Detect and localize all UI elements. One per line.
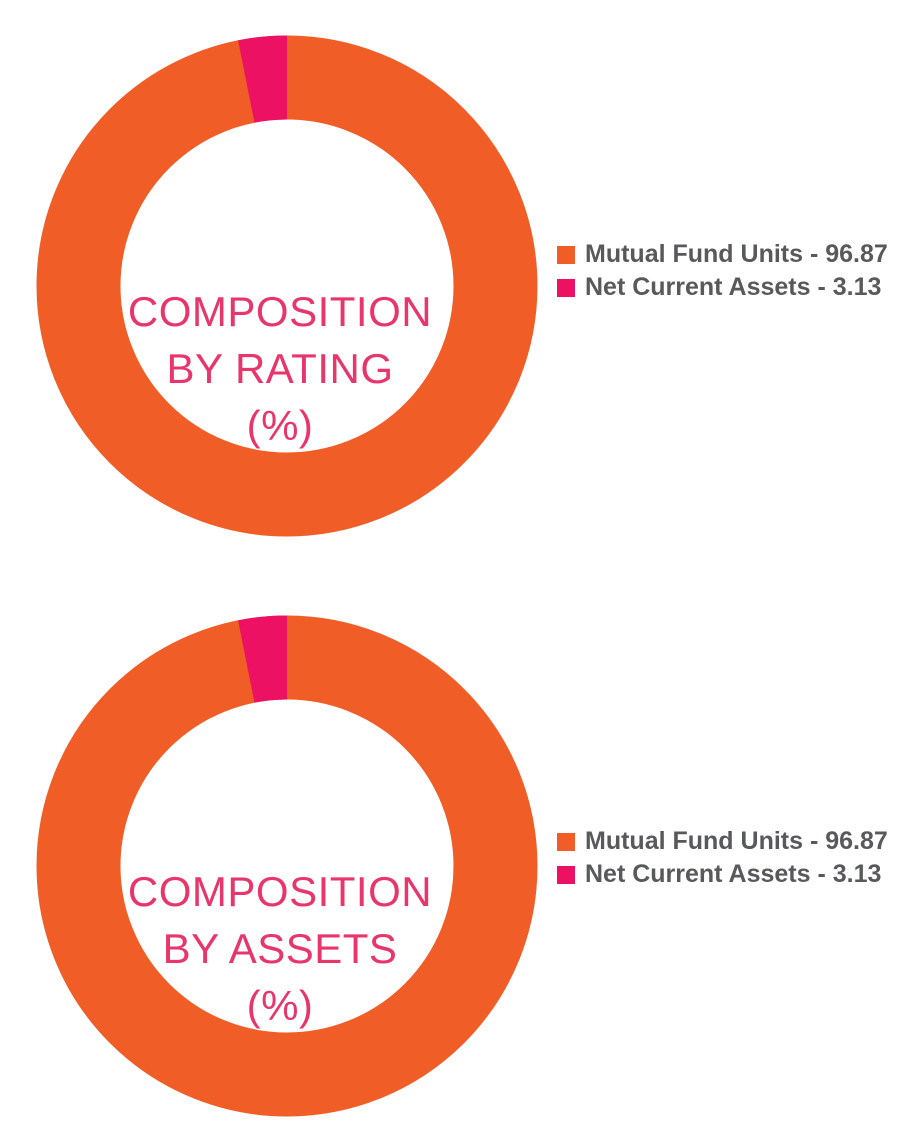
legend-swatch-pink-icon xyxy=(557,865,575,884)
donut-center-title-line3: (%) xyxy=(246,982,314,1029)
legend-item-net-current-assets: Net Current Assets - 3.13 xyxy=(557,858,888,891)
donut-composition-by-assets xyxy=(36,615,538,1117)
donut-center-title: COMPOSITION BY RATING (%) xyxy=(29,283,531,454)
donut-chart-composition-by-rating: COMPOSITION BY RATING (%) Mutual Fund Un… xyxy=(0,35,922,537)
legend-item-mutual-fund-units: Mutual Fund Units - 96.87 xyxy=(557,825,888,858)
legend-label: Mutual Fund Units - 96.87 xyxy=(585,240,888,268)
donut-center-title-line2: BY ASSETS xyxy=(162,925,398,972)
donut-main-arc xyxy=(36,35,538,537)
legend-swatch-orange-icon xyxy=(557,245,575,264)
donut-center-title-line1: COMPOSITION xyxy=(127,288,433,335)
legend-swatch-pink-icon xyxy=(557,278,575,297)
donut-main-arc xyxy=(36,615,538,1117)
donut-composition-by-rating xyxy=(36,35,538,537)
chart-legend: Mutual Fund Units - 96.87 Net Current As… xyxy=(557,238,888,304)
legend-label: Net Current Assets - 3.13 xyxy=(585,860,882,888)
donut-center-title-line3: (%) xyxy=(246,402,314,449)
donut-center-title-line2: BY RATING xyxy=(166,345,394,392)
chart-legend: Mutual Fund Units - 96.87 Net Current As… xyxy=(557,825,888,891)
legend-label: Net Current Assets - 3.13 xyxy=(585,273,882,301)
donut-center-title: COMPOSITION BY ASSETS (%) xyxy=(29,863,531,1034)
donut-chart-composition-by-assets: COMPOSITION BY ASSETS (%) Mutual Fund Un… xyxy=(0,615,922,1117)
donut-minor-arc xyxy=(36,615,538,1117)
legend-item-mutual-fund-units: Mutual Fund Units - 96.87 xyxy=(557,238,888,271)
donut-minor-arc xyxy=(36,35,538,537)
legend-swatch-orange-icon xyxy=(557,832,575,851)
legend-item-net-current-assets: Net Current Assets - 3.13 xyxy=(557,271,888,304)
donut-center-title-line1: COMPOSITION xyxy=(127,868,433,915)
legend-label: Mutual Fund Units - 96.87 xyxy=(585,827,888,855)
